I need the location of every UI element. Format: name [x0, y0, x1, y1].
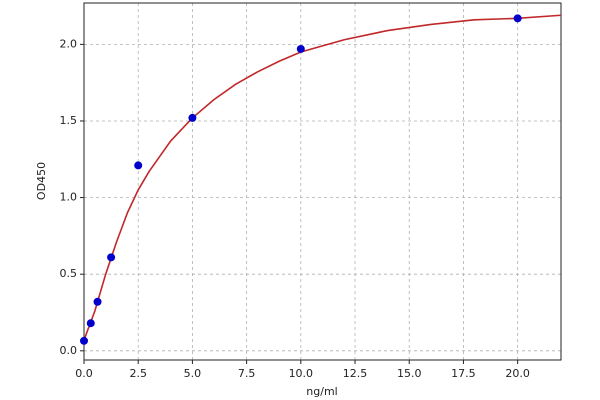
- x-tick-label: 15.0: [397, 367, 422, 380]
- x-tick-label: 17.5: [451, 367, 476, 380]
- y-tick-label: 1.5: [60, 114, 78, 127]
- x-tick-label: 5.0: [184, 367, 202, 380]
- data-point: [107, 253, 116, 262]
- x-tick-label: 2.5: [129, 367, 147, 380]
- x-tick-label: 10.0: [289, 367, 314, 380]
- y-tick-label: 0.0: [60, 344, 78, 357]
- x-tick-label: 12.5: [343, 367, 368, 380]
- x-tick-label: 0.0: [75, 367, 93, 380]
- y-tick-label: 2.0: [60, 37, 78, 50]
- y-tick-label: 1.0: [60, 191, 78, 204]
- data-point: [188, 113, 197, 122]
- plot-frame: [83, 2, 562, 361]
- data-point: [80, 336, 88, 345]
- y-axis-label: OD450: [35, 162, 48, 200]
- x-tick-label: 7.5: [238, 367, 256, 380]
- y-tick-label: 0.5: [60, 267, 78, 280]
- data-point: [134, 161, 143, 170]
- data-point: [86, 319, 95, 328]
- data-point: [93, 297, 102, 306]
- x-axis-label: ng/ml: [306, 385, 337, 398]
- x-tick-label: 20.0: [505, 367, 530, 380]
- data-point: [513, 14, 522, 23]
- data-point: [296, 44, 305, 53]
- fit-curve: [83, 14, 562, 341]
